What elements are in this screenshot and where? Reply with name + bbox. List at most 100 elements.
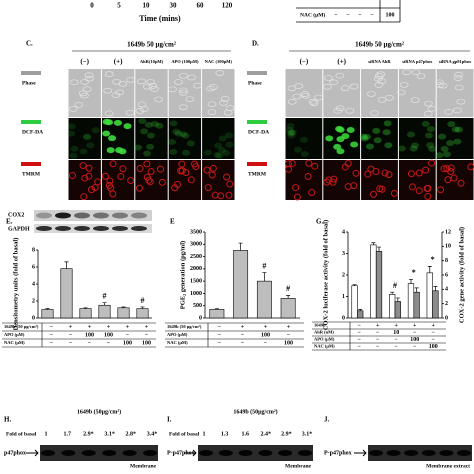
label: 100 — [386, 12, 395, 18]
row-indicator — [247, 120, 267, 124]
cell — [325, 135, 334, 142]
cell — [440, 165, 448, 173]
cell — [366, 143, 375, 150]
cell — [349, 83, 359, 90]
bar — [413, 291, 420, 319]
label: APO (100μM) — [171, 59, 199, 64]
cell — [406, 131, 415, 138]
band — [131, 212, 147, 219]
label: COX-2 luciferase activity (fold of basal… — [322, 220, 329, 330]
cell — [292, 93, 302, 100]
error-bar — [64, 261, 69, 269]
cell — [399, 81, 409, 88]
cell — [444, 176, 452, 184]
error-bar — [377, 246, 382, 252]
cell — [215, 152, 224, 159]
label: # — [262, 261, 266, 270]
band — [93, 226, 109, 231]
cell — [209, 84, 218, 90]
bar — [233, 250, 249, 319]
cell — [323, 83, 332, 90]
label: J. — [324, 416, 330, 424]
label: NAC (μM) — [167, 340, 188, 345]
label: 1649b 50 μg/cm² — [355, 41, 404, 49]
bar — [98, 304, 111, 319]
cell — [284, 160, 292, 168]
arrow — [26, 449, 39, 457]
cell — [454, 84, 464, 91]
cell — [285, 165, 293, 173]
cell — [293, 146, 302, 153]
cell — [382, 129, 391, 136]
cell — [454, 71, 464, 78]
label: C. — [26, 40, 33, 48]
cell — [225, 191, 233, 199]
label: 10 — [143, 2, 151, 10]
cell — [168, 86, 177, 93]
label: 12 — [445, 229, 451, 235]
cell — [452, 107, 462, 114]
label: + — [241, 324, 245, 330]
label: # — [103, 292, 107, 301]
label: − — [358, 323, 362, 329]
cell — [447, 164, 455, 172]
label: 2 — [342, 272, 345, 278]
label: Time (mins) — [139, 14, 181, 23]
label: NAC (100μM) — [205, 59, 233, 64]
cell — [428, 145, 437, 152]
label: siRNA gp91phox — [439, 59, 472, 64]
cell — [454, 126, 463, 133]
cell — [305, 159, 313, 167]
cell — [372, 167, 380, 175]
cell — [384, 142, 393, 149]
cell — [335, 72, 345, 79]
bar — [280, 298, 296, 319]
label: − — [287, 332, 291, 338]
label: 6 — [32, 264, 35, 270]
error-bar — [414, 287, 419, 293]
cell — [288, 159, 296, 167]
error-bar — [214, 308, 219, 310]
cell — [385, 171, 393, 179]
label: − — [395, 344, 399, 350]
label: 4 — [445, 287, 448, 293]
label: − — [432, 337, 436, 343]
cell — [187, 176, 195, 184]
label: 1.6 — [241, 431, 249, 437]
cell — [346, 126, 355, 133]
cell — [426, 142, 435, 149]
label: NAC (μM) — [4, 340, 25, 345]
label: 2500 — [190, 254, 202, 260]
cell — [68, 172, 76, 180]
band — [112, 212, 128, 219]
label: 0 — [342, 315, 345, 321]
label: APO (μM) — [167, 332, 188, 337]
micrograph — [361, 160, 398, 200]
cell — [218, 135, 227, 142]
error-bar — [121, 306, 126, 308]
arrow — [184, 449, 197, 457]
cell — [402, 69, 412, 75]
band — [404, 450, 419, 456]
micrograph — [202, 69, 235, 117]
cell — [106, 177, 114, 185]
label: Phase — [22, 80, 36, 86]
band — [55, 226, 71, 231]
cell — [112, 78, 121, 85]
label: APO (μM) — [314, 337, 335, 342]
cell — [101, 172, 109, 180]
label: E — [170, 218, 175, 226]
label: − — [69, 340, 73, 346]
cell — [333, 143, 342, 150]
cell — [440, 145, 449, 152]
row-indicator — [21, 120, 41, 124]
band — [55, 212, 71, 219]
cell — [376, 185, 384, 193]
label: 2000 — [190, 266, 202, 272]
band — [278, 450, 293, 456]
label: 1 — [342, 294, 345, 300]
arrow — [354, 449, 367, 457]
label: 3 — [342, 251, 345, 257]
band — [258, 450, 273, 456]
label: 3.1* — [302, 431, 313, 437]
